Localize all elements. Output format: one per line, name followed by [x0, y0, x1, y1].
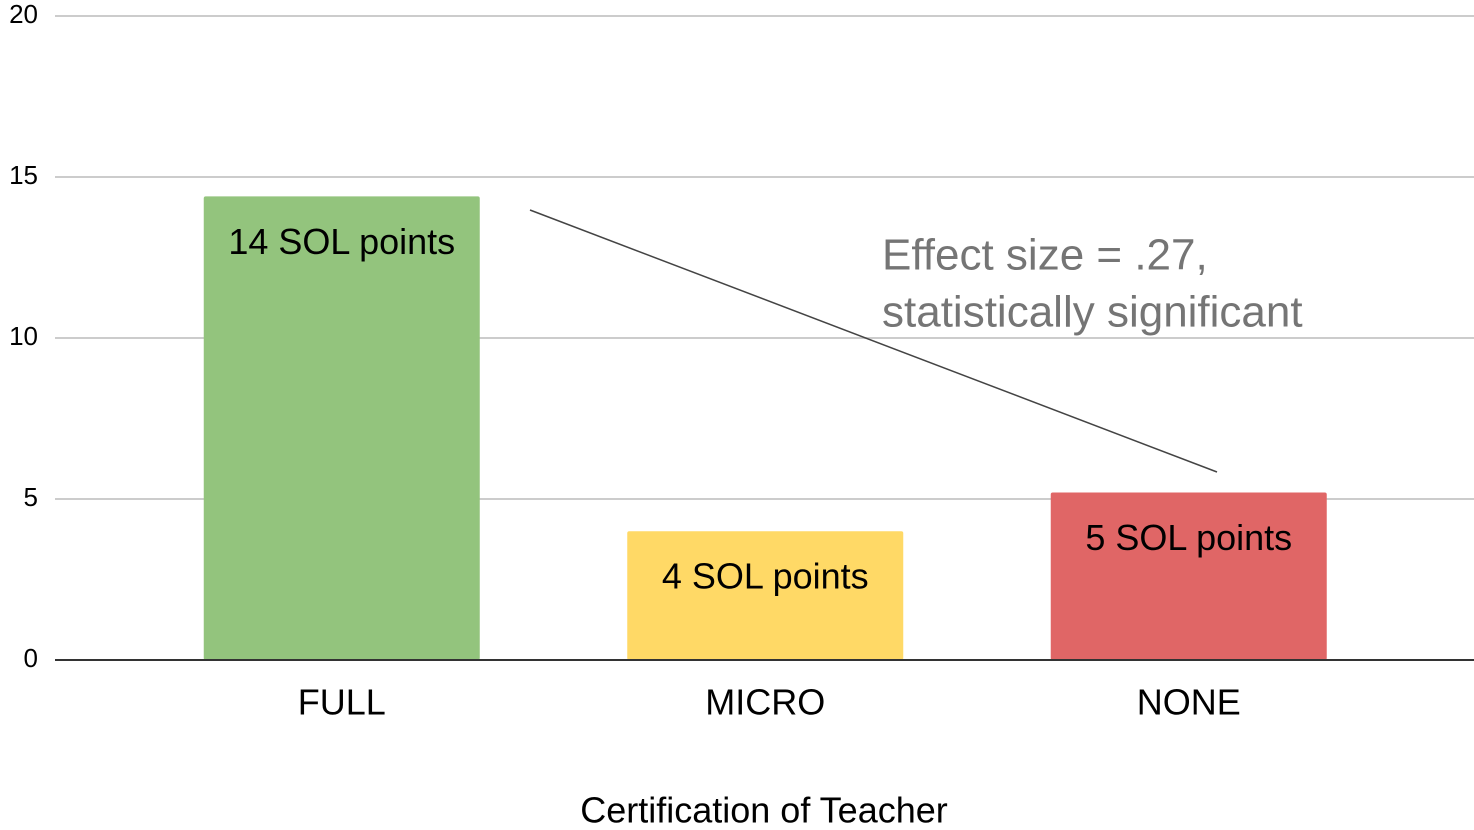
x-tick-label: FULL [298, 682, 386, 723]
bar [627, 531, 904, 660]
y-tick-label: 0 [24, 643, 38, 673]
data-label: 5 SOL points [1085, 517, 1292, 558]
x-axis-title: Certification of Teacher [580, 790, 948, 830]
annotation: statistically significant [882, 288, 1303, 337]
x-tick-label: MICRO [705, 682, 825, 723]
bar [1050, 492, 1327, 660]
y-tick-label: 15 [9, 160, 38, 190]
y-tick-label: 20 [9, 0, 38, 29]
bar [203, 196, 480, 660]
data-label: 4 SOL points [662, 556, 869, 597]
annotation: Effect size = .27, [882, 231, 1208, 280]
x-tick-label: NONE [1137, 682, 1241, 723]
annotation-line [529, 209, 1218, 473]
y-tick-label: 10 [9, 321, 38, 351]
data-label: 14 SOL points [228, 221, 455, 262]
y-tick-label: 5 [24, 482, 38, 512]
